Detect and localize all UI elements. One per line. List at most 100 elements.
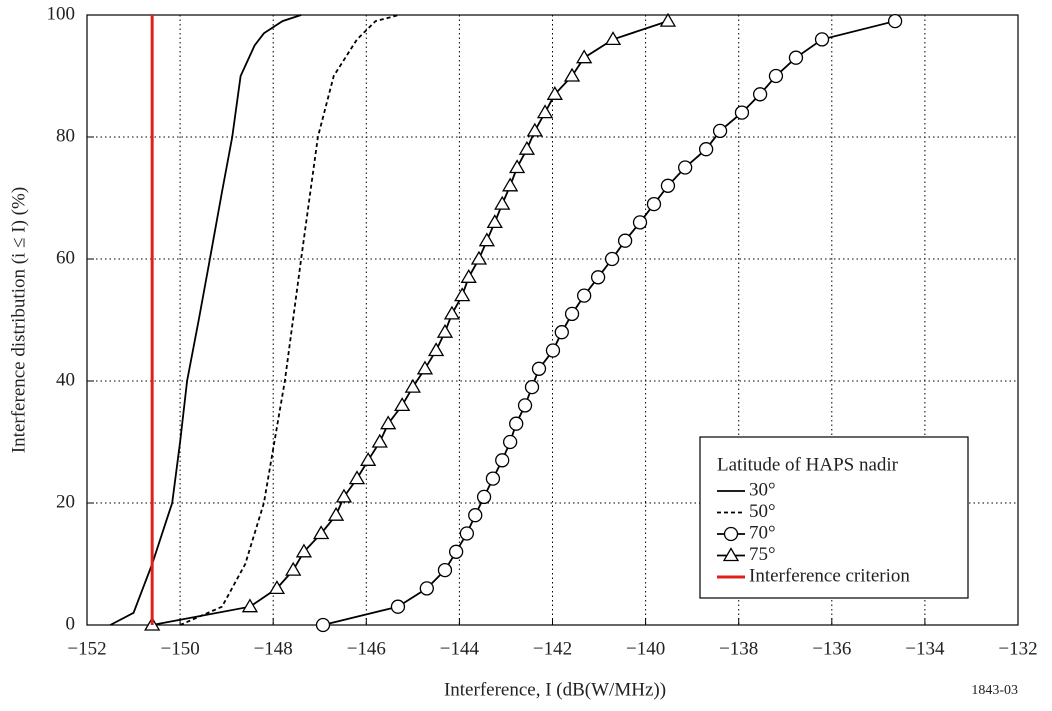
triangle-marker [427, 342, 445, 357]
circle-marker [437, 562, 453, 578]
triangle-marker [241, 598, 259, 613]
triangle-marker [470, 250, 488, 265]
x-tick-label: −146 [347, 638, 386, 659]
triangle-marker [576, 49, 593, 64]
x-tick-label: −140 [626, 638, 665, 659]
circle-marker [712, 123, 728, 139]
circle-marker [448, 544, 464, 559]
triangle-marker [502, 177, 519, 192]
y-axis-label: Interference distribution (i ≤ I) (%) [8, 187, 29, 453]
circle-marker [545, 343, 561, 358]
x-tick-label: −152 [67, 638, 106, 659]
circle-marker [752, 87, 768, 102]
triangle-marker [327, 506, 345, 521]
x-tick-label: −132 [998, 638, 1037, 659]
triangle-marker [416, 360, 434, 375]
x-tick-label: −148 [254, 638, 293, 659]
triangle-marker [404, 378, 421, 393]
triangle-marker [371, 433, 388, 448]
circle-marker [390, 599, 406, 614]
triangle-marker [546, 86, 563, 100]
circle-marker [485, 471, 501, 486]
circle-marker [419, 581, 434, 596]
y-tick-label: 0 [66, 613, 76, 634]
circle-marker [887, 13, 903, 29]
triangle-marker [348, 470, 366, 485]
series-line [179, 14, 400, 626]
triangle-marker [285, 561, 302, 576]
triangle-marker [563, 67, 581, 82]
legend-label: 50° [749, 501, 776, 522]
triangle-marker [508, 159, 526, 174]
triangle-marker [360, 452, 377, 466]
triangle-marker [380, 415, 397, 430]
circle-marker [814, 32, 830, 47]
footnote: 1843-03 [971, 683, 1018, 698]
circle-marker [459, 526, 474, 541]
series-line [152, 20, 669, 626]
triangle-marker [335, 488, 353, 503]
circle-marker [476, 489, 492, 505]
circle-marker [646, 196, 662, 212]
legend-label: 75° [749, 544, 776, 565]
circle-marker [554, 325, 569, 340]
legend-box [699, 436, 969, 599]
triangle-marker [722, 547, 740, 562]
x-tick-label: −134 [905, 638, 945, 659]
x-tick-label: −150 [160, 638, 199, 659]
legend-label: Interference criterion [749, 565, 910, 586]
circle-marker [678, 160, 693, 175]
triangle-marker [486, 214, 503, 229]
triangle-marker [604, 31, 622, 46]
legend-title: Latitude of HAPS nadir [717, 454, 899, 475]
x-tick-label: −138 [719, 638, 758, 659]
circle-marker [577, 288, 592, 303]
triangle-marker [526, 122, 543, 137]
circle-marker [660, 178, 676, 193]
circle-marker [632, 215, 648, 230]
circle-marker [315, 617, 331, 633]
circle-marker [495, 453, 510, 468]
legend-label: 70° [749, 522, 776, 543]
triangle-marker [478, 232, 495, 247]
circle-marker [723, 526, 739, 542]
circle-marker [590, 270, 606, 285]
triangle-marker [454, 287, 471, 302]
triangle-marker [295, 543, 313, 558]
circle-marker [564, 306, 580, 322]
circle-marker [698, 142, 714, 157]
plot-frame [86, 14, 1019, 626]
y-tick-label: 20 [56, 491, 75, 512]
circle-marker [468, 508, 483, 523]
circle-marker [604, 251, 620, 267]
circle-marker [788, 50, 804, 65]
triangle-marker [494, 195, 511, 210]
y-tick-label: 40 [56, 369, 75, 390]
circle-marker [509, 416, 524, 431]
triangle-marker [268, 580, 286, 595]
legend-label: 30° [749, 479, 776, 500]
y-tick-label: 100 [47, 3, 76, 24]
x-tick-label: −144 [440, 638, 480, 659]
circle-marker [768, 68, 784, 84]
circle-marker [524, 379, 540, 395]
circle-marker [531, 361, 547, 376]
triangle-marker [518, 140, 536, 155]
circle-marker [617, 233, 633, 248]
circle-marker [734, 105, 750, 120]
y-tick-label: 60 [56, 247, 75, 268]
triangle-marker [394, 397, 411, 412]
triangle-marker [536, 104, 554, 119]
x-tick-label: −142 [533, 638, 572, 659]
circle-marker [517, 398, 533, 413]
triangle-marker [443, 305, 461, 320]
y-tick-label: 80 [56, 125, 75, 146]
x-tick-label: −136 [812, 638, 851, 659]
series-line [322, 20, 896, 626]
triangle-marker [313, 525, 330, 540]
triangle-marker [659, 12, 677, 27]
series-line [109, 14, 302, 626]
circle-marker [502, 434, 518, 450]
x-axis-label: Interference, I (dB(W/MHz)) [444, 679, 666, 700]
